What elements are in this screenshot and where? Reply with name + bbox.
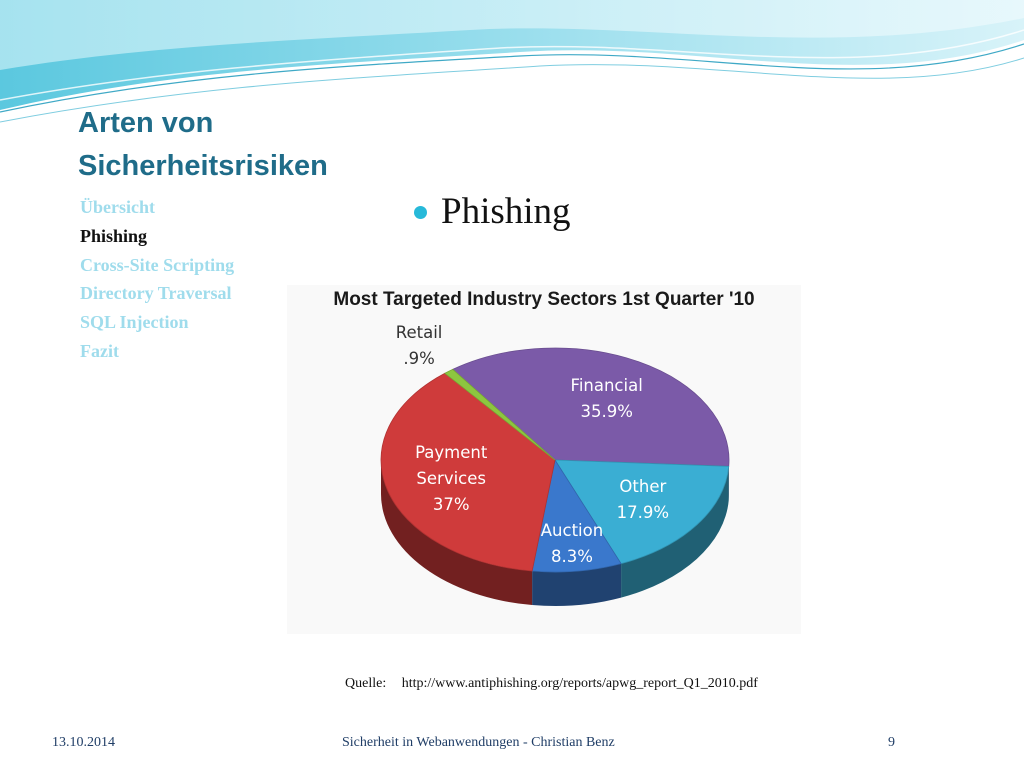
- slice-name-label: Financial: [570, 376, 643, 396]
- nav-item-directory-traversal[interactable]: Directory Traversal: [80, 283, 232, 304]
- pie-chart: Most Targeted Industry Sectors 1st Quart…: [287, 285, 801, 634]
- pie-slice-3: [380, 372, 556, 572]
- pie-side-1: [621, 466, 729, 598]
- pie-chart-svg: [380, 347, 730, 606]
- footer-page-number: 9: [888, 735, 895, 750]
- slice-label-1: Other 17.9%: [578, 474, 708, 526]
- pie-slice-2: [531, 458, 622, 573]
- title-line: Arten von: [78, 107, 214, 139]
- nav-item-cross-site-scripting[interactable]: Cross-Site Scripting: [80, 254, 235, 275]
- pie-slice-1: [554, 459, 730, 565]
- title-line: Sicherheitsrisiken: [78, 150, 328, 182]
- footer-title: Sicherheit in Webanwendungen - Christian…: [342, 735, 615, 750]
- slice-label-3: Payment Services 37%: [386, 440, 516, 518]
- slice-value-label: 8.3%: [551, 547, 593, 567]
- source-label: Quelle:: [345, 676, 387, 691]
- slice-name-label: Payment: [415, 442, 488, 462]
- pie-slice-4: [444, 368, 556, 461]
- pie-side-3: [381, 460, 533, 606]
- slice-value-label: 17.9%: [616, 503, 670, 523]
- slice-label-2: Auction 8.3%: [507, 518, 637, 570]
- chart-title: Most Targeted Industry Sectors 1st Quart…: [333, 289, 755, 310]
- nav-item-uebersicht[interactable]: Übersicht: [80, 197, 155, 217]
- nav-item-phishing[interactable]: Phishing: [80, 225, 148, 246]
- slice-name-label: Services: [416, 468, 486, 488]
- source-citation: Quelle: http://www.antiphishing.org/repo…: [345, 676, 758, 692]
- nav-item-fazit[interactable]: Fazit: [80, 340, 119, 361]
- bullet-icon: [414, 206, 427, 219]
- slide-title: Arten von Sicherheitsrisiken: [78, 102, 378, 188]
- footer-date: 13.10.2014: [52, 735, 115, 750]
- bullet-text: Phishing: [441, 191, 571, 232]
- slice-value-label: .9%: [403, 349, 435, 369]
- slice-name-label: Auction: [540, 521, 604, 541]
- header-wave-decoration: [0, 0, 1024, 123]
- source-url[interactable]: http://www.antiphishing.org/reports/apwg…: [401, 676, 758, 691]
- nav-item-sql-injection[interactable]: SQL Injection: [80, 312, 189, 333]
- slice-name-label: Retail: [395, 323, 443, 343]
- section-nav: Übersicht Phishing Cross-Site Scripting …: [80, 193, 234, 366]
- slice-label-4: Retail .9%: [354, 320, 484, 372]
- slice-value-label: 35.9%: [580, 402, 633, 422]
- pie-slice-0: [452, 347, 730, 467]
- slice-label-0: Financial 35.9%: [542, 373, 672, 425]
- pie-side-2: [532, 563, 622, 606]
- slice-value-label: 37%: [432, 494, 470, 514]
- slice-name-label: Other: [619, 477, 667, 497]
- bullet-point: Phishing: [414, 190, 571, 233]
